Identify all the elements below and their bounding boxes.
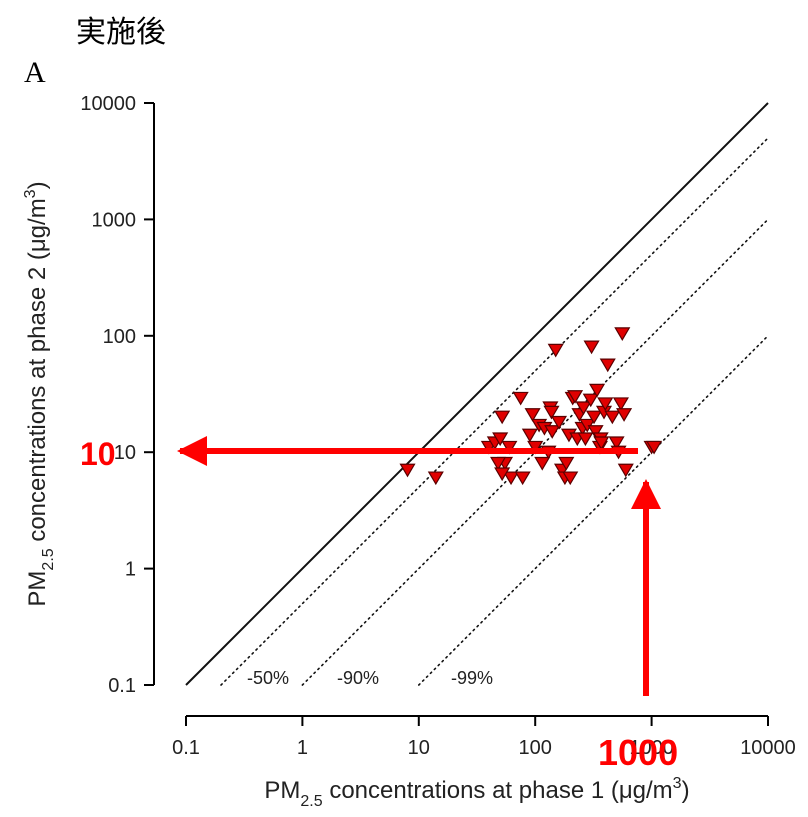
data-point	[583, 340, 600, 355]
data-point	[562, 471, 579, 486]
data-point	[512, 391, 529, 406]
data-point	[502, 471, 520, 486]
data-point	[599, 358, 616, 373]
data-point	[514, 471, 531, 486]
data-point	[558, 456, 575, 471]
data-point	[614, 327, 631, 341]
data-point	[527, 440, 544, 455]
annotations: 10 1000	[80, 436, 678, 773]
data-point	[399, 463, 416, 478]
data-point	[616, 408, 633, 422]
data-point	[534, 456, 551, 471]
x-tick-label: 1000	[629, 737, 674, 759]
x-tick-label: 10	[408, 737, 430, 759]
identity-line	[185, 102, 769, 686]
data-point	[501, 440, 518, 455]
axes	[153, 103, 768, 717]
x-ticks: 0.1 1 10 100 1000 10000	[172, 716, 796, 759]
data-point	[575, 401, 592, 416]
data-point	[524, 408, 541, 422]
data-point	[550, 415, 568, 430]
reduction-line	[220, 137, 769, 686]
data-point	[582, 393, 599, 408]
panel-label: A	[24, 56, 46, 89]
data-point	[544, 425, 561, 439]
data-point	[593, 436, 610, 451]
reference-lines: -50% -90% -99%	[185, 102, 769, 688]
data-point	[547, 343, 564, 358]
data-point	[492, 432, 509, 447]
reduction-line-label: -50%	[247, 668, 289, 688]
y-tick-label: 1	[125, 559, 136, 581]
data-point	[427, 471, 444, 486]
data-point	[521, 428, 538, 443]
data-point	[597, 397, 614, 412]
slide-heading: 実施後	[76, 16, 166, 49]
data-point	[490, 456, 507, 471]
x-tick-label: 0.1	[172, 737, 200, 759]
y-tick-label: 10	[114, 442, 136, 464]
data-point	[608, 436, 625, 451]
data-point	[646, 440, 663, 455]
y-tick-label: 100	[103, 326, 136, 348]
x-tick-label: 1	[297, 737, 308, 759]
x-axis-title: PM2.5 concentrations at phase 1 (μg/m3)	[264, 775, 689, 810]
data-point	[617, 463, 634, 478]
y-ticks: 0.1 1 10 100 1000 10000	[80, 93, 154, 697]
data-point	[494, 467, 511, 482]
data-point	[585, 410, 603, 425]
y-callout-label: 10	[80, 436, 116, 472]
x-tick-label: 10000	[740, 737, 796, 759]
y-tick-label: 10000	[80, 93, 136, 115]
data-points	[399, 327, 663, 486]
data-point	[589, 383, 606, 398]
y-tick-label: 0.1	[108, 675, 136, 697]
data-point	[567, 390, 584, 404]
data-point	[543, 405, 560, 420]
data-point	[612, 397, 629, 412]
data-point	[587, 425, 604, 439]
data-point	[577, 432, 594, 447]
data-point	[604, 410, 621, 425]
reduction-line-label: -99%	[451, 668, 493, 688]
y-tick-label: 1000	[92, 209, 137, 231]
reduction-line-label: -90%	[337, 668, 379, 688]
x-callout-label: 1000	[598, 732, 678, 773]
reduction-line	[417, 334, 769, 686]
data-point	[494, 410, 511, 425]
y-axis-title: PM2.5 concentrations at phase 2 (μg/m3)	[22, 181, 57, 606]
x-tick-label: 100	[519, 737, 552, 759]
